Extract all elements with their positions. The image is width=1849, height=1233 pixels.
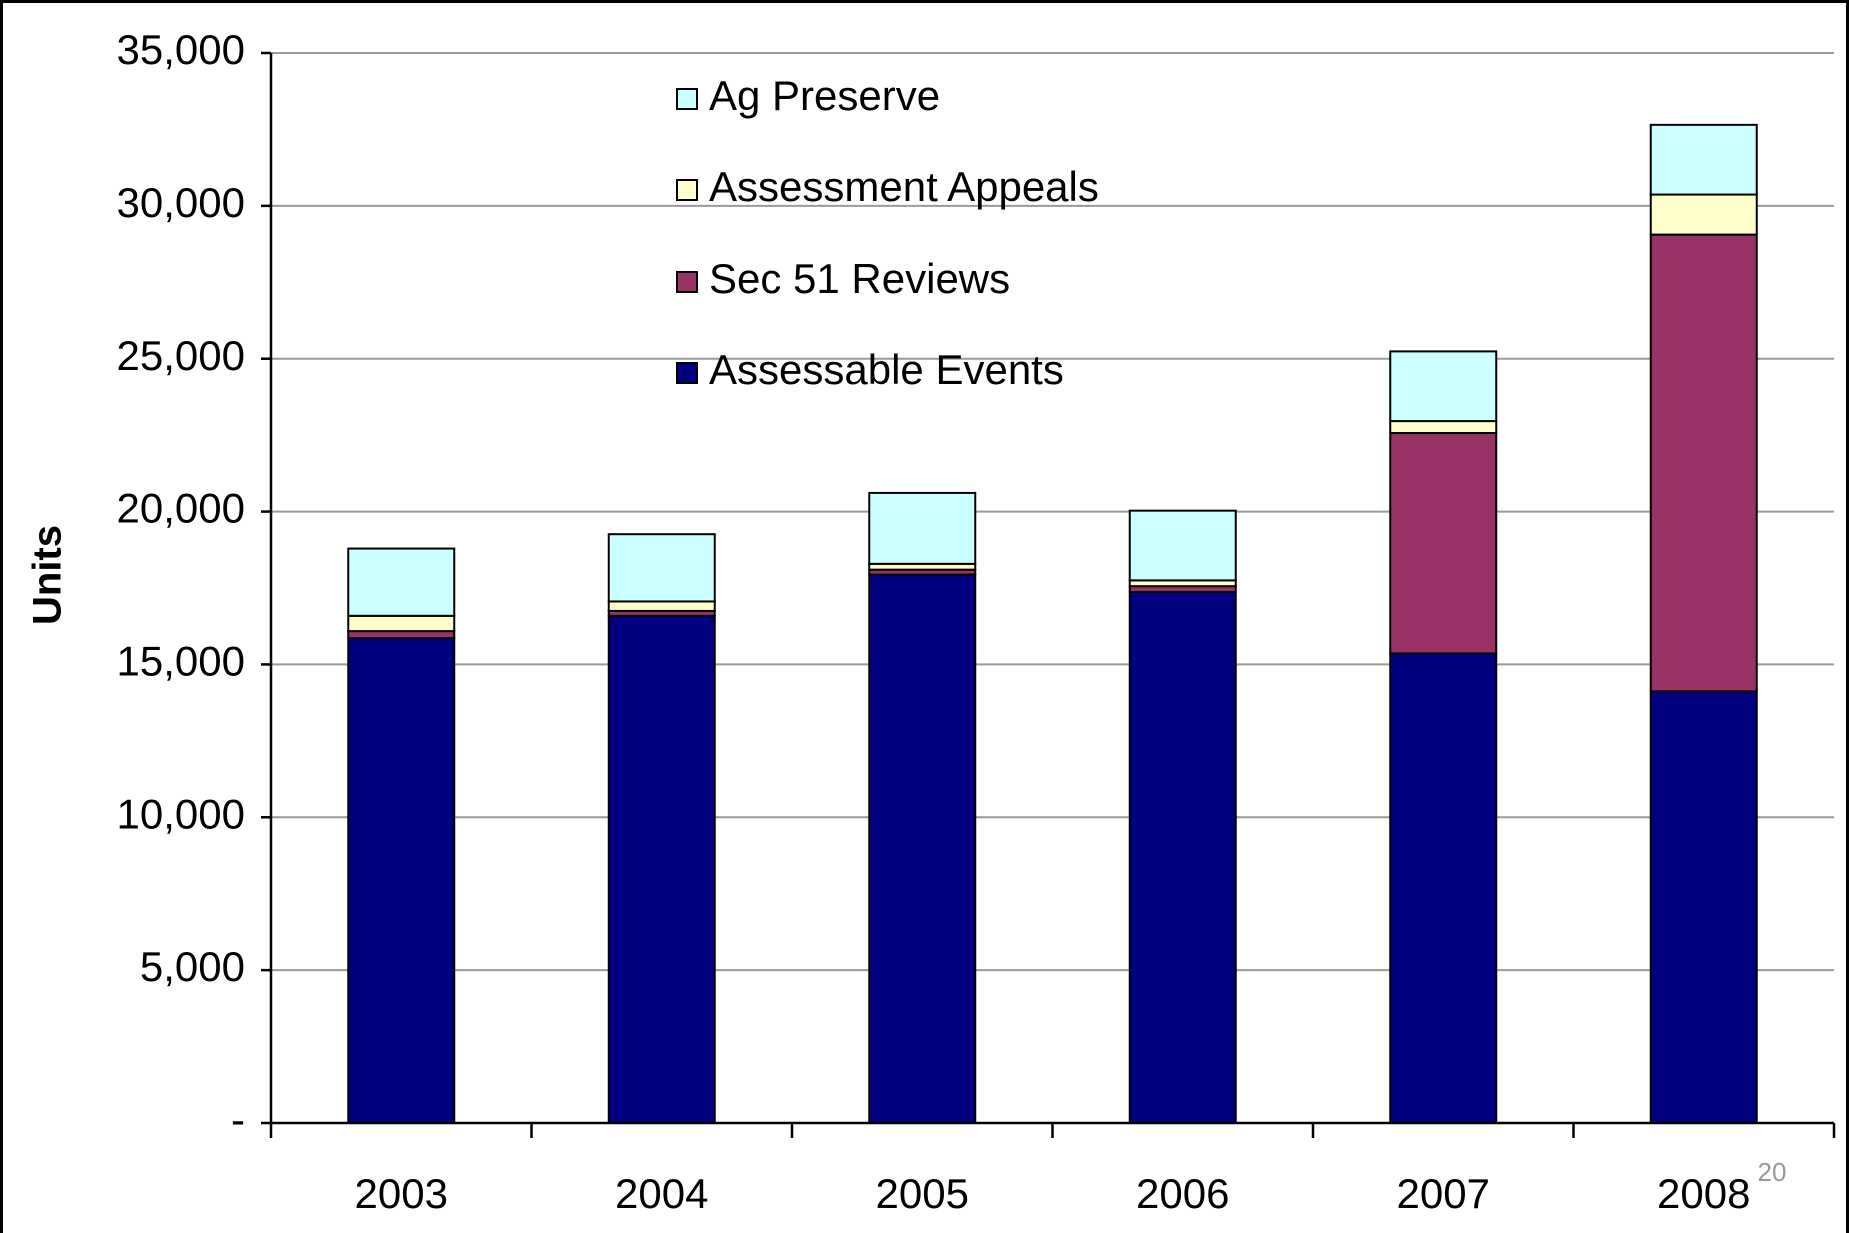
legend-swatch — [676, 179, 698, 201]
bar-segment — [868, 491, 977, 565]
bar-segment — [347, 547, 456, 617]
y-tick-label: 20,000 — [117, 485, 245, 532]
y-tick-label: 30,000 — [117, 179, 245, 226]
bar-segment — [868, 573, 977, 1124]
bar-segment — [1649, 193, 1758, 236]
bar-segment — [347, 630, 456, 640]
legend-swatch — [676, 362, 698, 384]
bar-segment — [1389, 652, 1498, 1124]
y-tick-label: - — [231, 1096, 245, 1143]
y-tick-label: 25,000 — [117, 332, 245, 379]
bar-segment — [1649, 123, 1758, 196]
y-axis-title: Units — [26, 525, 70, 625]
bar-segment — [607, 614, 716, 1124]
bar-segment — [1128, 509, 1237, 582]
bar-segment — [1649, 690, 1758, 1124]
x-tick-label: 2005 — [876, 1170, 969, 1217]
bar-segment — [1389, 432, 1498, 655]
bar-segment — [1649, 233, 1758, 693]
legend-label: Sec 51 Reviews — [709, 255, 1010, 302]
bar-segment — [1128, 590, 1237, 1124]
x-tick-label: 2007 — [1397, 1170, 1490, 1217]
legend-swatch — [676, 88, 698, 110]
x-tick-label: 2003 — [355, 1170, 448, 1217]
x-tick-label: 2008 — [1657, 1170, 1750, 1217]
legend-swatch — [676, 271, 698, 293]
legend-label: Assessment Appeals — [709, 163, 1099, 210]
bar-segment — [1389, 420, 1498, 435]
bar-segment — [347, 614, 456, 633]
y-tick-label: 10,000 — [117, 790, 245, 837]
y-tick-label: 5,000 — [140, 943, 245, 990]
bar-segment — [347, 637, 456, 1124]
y-tick-label: 35,000 — [117, 26, 245, 73]
x-tick-label: 2004 — [615, 1170, 708, 1217]
legend-label: Assessable Events — [709, 346, 1064, 393]
x-tick-label: 2006 — [1136, 1170, 1229, 1217]
bar-segment — [1389, 350, 1498, 423]
y-tick-label: 15,000 — [117, 638, 245, 685]
page-number: 20 — [1758, 1157, 1787, 1187]
legend-label: Ag Preserve — [709, 72, 940, 119]
bar-segment — [607, 600, 716, 612]
bar-segment — [607, 533, 716, 603]
